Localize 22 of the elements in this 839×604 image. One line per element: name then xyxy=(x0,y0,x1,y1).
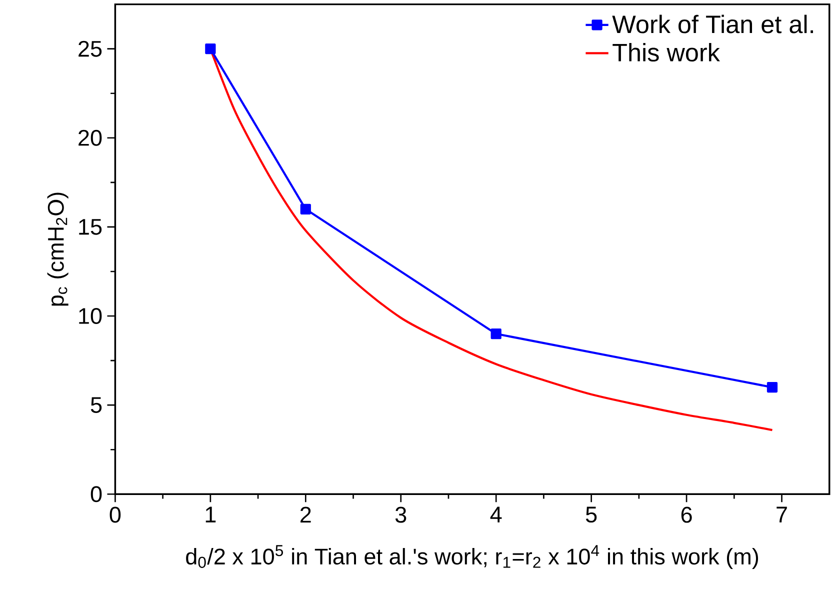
x-tick-label: 7 xyxy=(776,506,787,522)
point xyxy=(300,204,311,214)
legend-label: This work xyxy=(612,42,720,62)
x-tick-label: 6 xyxy=(681,506,692,523)
point xyxy=(766,382,778,392)
x-tick-label: 2 xyxy=(300,506,311,522)
x-tick-label: 1 xyxy=(206,506,216,522)
y-tick-label: 5 xyxy=(90,397,102,413)
y-tick-label: 25 xyxy=(78,40,102,57)
y-tick-label: 0 xyxy=(90,486,102,502)
y-tick-label: 10 xyxy=(79,308,102,324)
y-axis-title: p$_{c}$ (cmH$_{2}$O) xyxy=(47,192,68,306)
point xyxy=(490,328,502,339)
x-tick-label: 5 xyxy=(586,506,597,522)
x-tick-label: 3 xyxy=(395,506,406,523)
legend-label: Work of Tian et al. xyxy=(612,14,814,34)
text: d$_{0}$/2 x 10$^{5}$ in Tian et al.'s work; r$_{1}$=r$_{2}$ x 10$^{4}$ in this work (m) xyxy=(186,545,758,569)
point xyxy=(205,43,216,54)
x-tick-label: 0 xyxy=(110,506,121,523)
x-tick-label: 4 xyxy=(490,506,502,522)
y-tick-label: 15 xyxy=(79,218,102,235)
y-tick-label: 20 xyxy=(78,130,102,146)
